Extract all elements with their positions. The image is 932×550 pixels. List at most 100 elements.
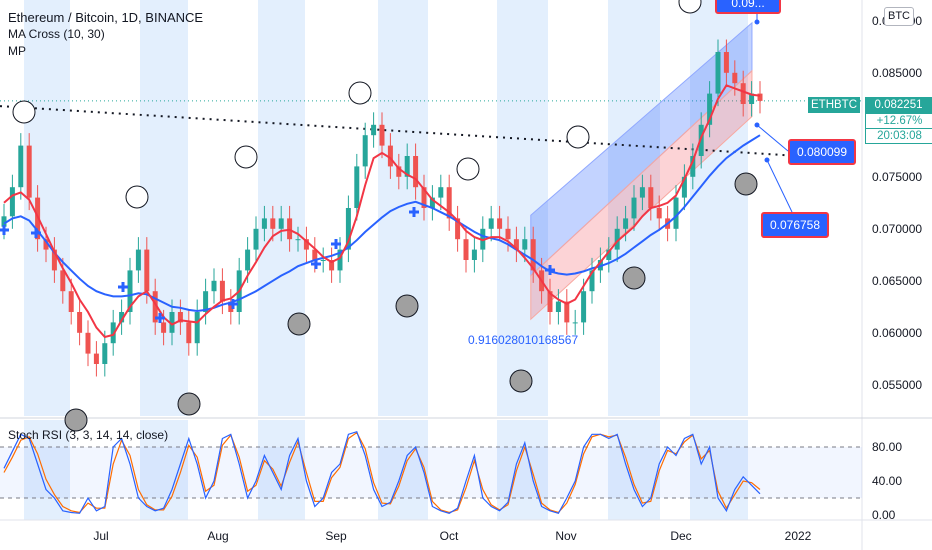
candle-body: [144, 249, 150, 292]
candle-body: [589, 270, 595, 292]
anchor-upper: [754, 122, 760, 128]
mp-circle-hollow: [678, 0, 702, 14]
level-box-upper[interactable]: 0.080099: [788, 139, 856, 165]
rsi-band-fill: [0, 447, 862, 498]
candle-body: [211, 280, 217, 292]
candle-body: [119, 312, 125, 323]
ma-slow-line: [3, 134, 761, 313]
candle-body: [329, 260, 335, 271]
stoch-rsi-title[interactable]: Stoch RSI (3, 3, 14, 14, close): [8, 428, 169, 442]
price-tick-label: 0.060000: [872, 326, 922, 340]
candle-body: [429, 197, 435, 208]
candle-body: [186, 322, 192, 344]
currency-badge[interactable]: BTC: [884, 7, 914, 26]
candle-body: [303, 239, 309, 250]
background-band: [140, 0, 188, 416]
mp-circle-hollow: [125, 185, 149, 209]
symbol-title[interactable]: Ethereum / Bitcoin, 1D, BINANCE: [8, 10, 204, 25]
connector-upper: [756, 124, 789, 152]
candle-body: [270, 218, 276, 229]
candle-body: [387, 145, 393, 167]
mp-circle-filled: [287, 312, 311, 336]
candle-body: [26, 145, 32, 198]
ma-cross-marker: [409, 207, 419, 217]
candle-body: [547, 291, 553, 312]
ma-cross-marker: [155, 313, 165, 323]
candle-body: [463, 239, 469, 260]
chart-legend: Ethereum / Bitcoin, 1D, BINANCE MA Cross…: [8, 9, 203, 60]
mp-circle-hollow: [12, 100, 36, 124]
candle-body: [9, 187, 15, 217]
candle-body: [371, 124, 377, 136]
candle-body: [77, 312, 83, 333]
candle-body: [740, 83, 746, 104]
candle-body: [446, 187, 452, 219]
ma-cross-marker: [228, 299, 238, 309]
rsi-tick-label: 40.00: [872, 474, 902, 488]
candle-body: [169, 312, 175, 333]
symbol-price-tag: ETHBTC: [808, 97, 860, 113]
candle-body: [362, 135, 368, 167]
candle-body: [623, 218, 629, 229]
candle-body: [471, 249, 477, 260]
candle-body: [219, 280, 225, 302]
background-band: [24, 0, 70, 416]
price-tick-label: 0.065000: [872, 274, 922, 288]
ma-cross-marker: [311, 259, 321, 269]
time-tick-label: Nov: [555, 529, 576, 543]
price-tick-label: 0.070000: [872, 222, 922, 236]
price-tick-label: 0.075000: [872, 170, 922, 184]
ma-cross-marker: [31, 228, 41, 238]
rsi-background-band: [258, 420, 305, 520]
candle-body: [320, 260, 326, 261]
candle-body: [690, 156, 696, 177]
candle-body: [455, 218, 461, 240]
candle-body: [253, 228, 259, 250]
candle-body: [51, 249, 57, 271]
time-tick-label: Sep: [325, 529, 347, 543]
time-tick-label: Aug: [207, 529, 228, 543]
price-tick-label: 0.055000: [872, 378, 922, 392]
time-tick-label: Dec: [670, 529, 691, 543]
candle-body: [614, 228, 620, 250]
candle-body: [261, 218, 267, 229]
countdown-tag: 20:03:08: [865, 128, 932, 144]
rsi-background-band: [497, 420, 548, 520]
candle-body: [177, 312, 183, 323]
candle-body: [715, 52, 721, 94]
level-box-lower[interactable]: 0.076758: [761, 212, 829, 238]
background-band: [378, 0, 428, 416]
candle-body: [152, 291, 158, 323]
anchor-lower: [764, 157, 770, 163]
candle-body: [60, 270, 66, 292]
candle-body: [505, 228, 511, 240]
candle-body: [497, 218, 503, 229]
rsi-background-band: [690, 420, 748, 520]
candle-body: [110, 322, 116, 344]
top-level-box[interactable]: 0.09...: [715, 0, 781, 14]
candle-body: [102, 343, 108, 364]
candle-body: [673, 197, 679, 229]
candle-body: [698, 124, 704, 156]
candle-body: [723, 52, 729, 73]
mp-circle-hollow: [234, 145, 258, 169]
indicator-mp[interactable]: MP: [8, 44, 26, 58]
candle-body: [681, 176, 687, 198]
mp-circle-filled: [734, 172, 758, 196]
mp-circle-filled: [395, 294, 419, 318]
indicator-ma-cross[interactable]: MA Cross (10, 30): [8, 27, 105, 41]
rsi-background-band: [608, 420, 660, 520]
candle-body: [656, 208, 662, 219]
trendline: [0, 105, 851, 161]
candle-body: [606, 249, 612, 260]
time-tick-label: Oct: [440, 529, 459, 543]
candle-body: [68, 291, 74, 312]
time-tick-label: 2022: [785, 529, 812, 543]
candle-body: [43, 239, 49, 250]
candle-body: [278, 218, 284, 229]
ma-fast-line: [3, 84, 761, 339]
candle-body: [228, 301, 234, 312]
candle-body: [379, 124, 385, 146]
